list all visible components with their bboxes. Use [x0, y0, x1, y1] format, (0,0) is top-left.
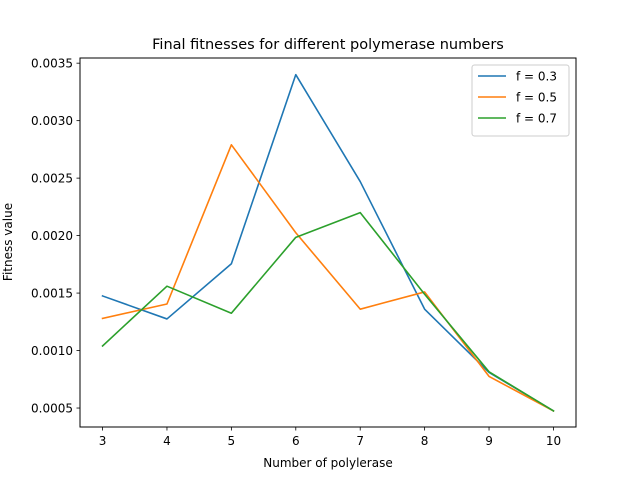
legend: f = 0.3 f = 0.5 f = 0.7 [471, 64, 570, 137]
plot-area [101, 73, 555, 413]
x-tick-label: 3 [99, 434, 107, 448]
axes-frame [79, 57, 577, 428]
legend-label-1: f = 0.3 [516, 69, 557, 83]
y-tick-label: 0.0005 [31, 401, 73, 415]
y-tick-label: 0.0025 [31, 171, 73, 185]
series-line-3 [101, 211, 555, 413]
x-tick-label: 6 [292, 434, 300, 448]
x-tick-label: 9 [485, 434, 493, 448]
y-tick-label: 0.0035 [31, 56, 73, 70]
y-axis-ticks: 0.0005 0.0010 0.0015 0.0020 0.0025 0.0030 0.00… [31, 56, 80, 415]
y-tick-label: 0.0020 [31, 229, 73, 243]
x-tick-label: 5 [228, 434, 236, 448]
legend-label-2: f = 0.5 [516, 90, 557, 104]
series-line-2 [101, 143, 555, 412]
x-axis-label: Number of polylerase [263, 456, 392, 470]
y-tick-label: 0.0010 [31, 344, 73, 358]
x-tick-label: 8 [421, 434, 429, 448]
y-tick-label: 0.0030 [31, 114, 73, 128]
chart-title: Final fitnesses for different polymerase… [152, 37, 504, 53]
x-tick-label: 4 [163, 434, 171, 448]
y-axis-label: Fitness value [1, 203, 15, 281]
x-tick-label: 10 [546, 434, 561, 448]
y-tick-label: 0.0015 [31, 286, 73, 300]
legend-label-3: f = 0.7 [516, 111, 557, 125]
x-tick-label: 7 [356, 434, 364, 448]
x-axis-ticks: 3 4 5 6 7 8 9 10 [99, 427, 561, 448]
